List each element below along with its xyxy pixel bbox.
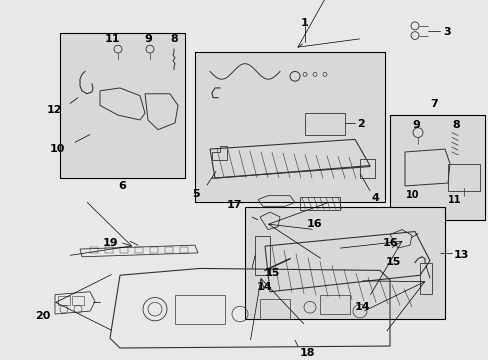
Text: 17: 17 (226, 199, 242, 210)
Text: 10: 10 (49, 144, 65, 154)
Bar (299, 197, 339, 210)
Text: 8: 8 (170, 33, 178, 44)
Bar (260, 300, 289, 319)
Bar (180, 247, 187, 253)
Text: 14: 14 (353, 302, 369, 312)
Bar (419, 262, 431, 294)
Text: 10: 10 (406, 190, 419, 200)
Text: 8: 8 (451, 120, 459, 130)
Text: 2: 2 (356, 119, 364, 129)
Text: 11: 11 (447, 195, 461, 205)
Text: 3: 3 (442, 27, 450, 37)
Bar (164, 247, 173, 253)
Bar (305, 113, 345, 135)
Bar (447, 164, 479, 191)
Text: 5: 5 (192, 189, 200, 199)
Text: 16: 16 (306, 219, 322, 229)
Text: 7: 7 (429, 99, 437, 109)
Text: 20: 20 (35, 311, 50, 321)
Bar (60, 33, 184, 178)
Bar (244, 207, 444, 319)
Text: 19: 19 (102, 238, 118, 248)
Bar (72, 296, 84, 305)
Text: 15: 15 (385, 257, 400, 267)
Text: 6: 6 (118, 181, 126, 191)
Bar (195, 52, 384, 202)
Bar (254, 237, 269, 275)
Text: 12: 12 (46, 105, 62, 116)
Text: 9: 9 (411, 120, 419, 130)
Text: 18: 18 (299, 348, 315, 358)
Text: 15: 15 (264, 269, 279, 278)
Bar (389, 115, 484, 220)
Bar (150, 247, 158, 253)
Bar (175, 294, 224, 324)
Bar (319, 294, 349, 314)
Bar (105, 247, 113, 253)
Text: 14: 14 (257, 282, 272, 292)
Bar (359, 159, 374, 178)
Text: 16: 16 (382, 238, 397, 248)
Text: 4: 4 (371, 193, 379, 203)
Bar (90, 247, 98, 253)
Bar (58, 296, 70, 305)
Text: 1: 1 (301, 18, 308, 28)
Text: 13: 13 (453, 250, 468, 260)
Bar (135, 247, 142, 253)
Text: 9: 9 (144, 33, 152, 44)
Text: 11: 11 (104, 33, 120, 44)
Bar (120, 247, 128, 253)
